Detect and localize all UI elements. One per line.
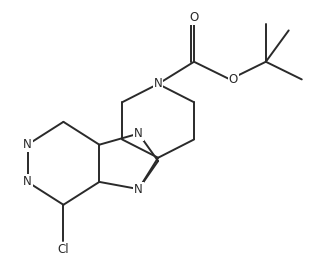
Text: N: N [154, 77, 162, 90]
Text: N: N [23, 138, 32, 151]
Text: N: N [134, 183, 143, 196]
Text: O: O [229, 73, 238, 86]
Text: N: N [134, 127, 143, 140]
Text: Cl: Cl [58, 243, 69, 256]
Text: O: O [189, 11, 199, 24]
Text: N: N [23, 176, 32, 188]
